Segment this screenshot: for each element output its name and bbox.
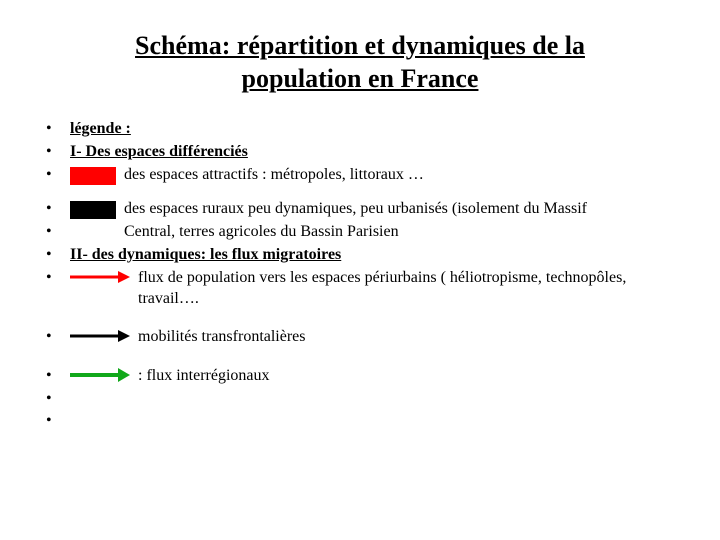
item-attractive: des espaces attractifs : métropoles, lit… bbox=[42, 165, 690, 186]
legend-list: légende : I- Des espaces différenciés de… bbox=[30, 119, 690, 431]
section-2: II- des dynamiques: les flux migratoires bbox=[42, 245, 690, 266]
legend-header-text: légende : bbox=[70, 120, 131, 137]
item-mob-trans-text: mobilités transfrontalières bbox=[138, 327, 306, 348]
item-rural: des espaces ruraux peu dynamiques, peu u… bbox=[42, 199, 690, 220]
item-attractive-text: des espaces attractifs : métropoles, lit… bbox=[124, 165, 424, 186]
swatch-black-filled bbox=[70, 201, 116, 219]
arrow-green-icon bbox=[70, 368, 130, 382]
item-flux-inter-text: : flux interrégionaux bbox=[138, 366, 270, 387]
item-rural-cont: Central, terres agricoles du Bassin Pari… bbox=[42, 222, 690, 243]
item-flux-periurbain: flux de population vers les espaces péri… bbox=[42, 268, 690, 310]
item-flux-inter: : flux interrégionaux bbox=[42, 366, 690, 387]
section-1: I- Des espaces différenciés bbox=[42, 142, 690, 163]
item-mob-trans: mobilités transfrontalières bbox=[42, 327, 690, 348]
legend-header: légende : bbox=[42, 119, 690, 140]
item-rural-line2: Central, terres agricoles du Bassin Pari… bbox=[70, 222, 399, 243]
section-2-text: II- des dynamiques: les flux migratoires bbox=[70, 246, 341, 263]
item-rural-line1: des espaces ruraux peu dynamiques, peu u… bbox=[124, 199, 587, 220]
page-title: Schéma: répartition et dynamiques de la … bbox=[30, 30, 690, 95]
empty-bullet-1 bbox=[42, 389, 690, 409]
empty-bullet-2 bbox=[42, 411, 690, 431]
section-1-text: I- Des espaces différenciés bbox=[70, 143, 248, 160]
arrow-red-icon bbox=[70, 270, 130, 284]
arrow-black-icon bbox=[70, 329, 130, 343]
swatch-red-filled bbox=[70, 167, 116, 185]
item-flux-periurbain-text: flux de population vers les espaces péri… bbox=[138, 268, 690, 310]
